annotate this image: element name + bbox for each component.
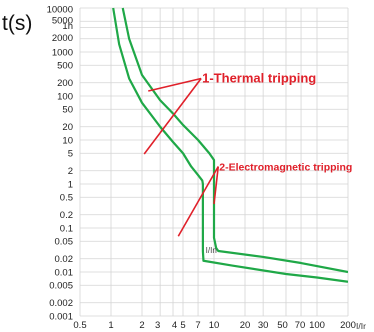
y-tick-label: 10000 (47, 4, 73, 15)
y-tick-label: 0.2 (60, 210, 73, 221)
y-tick-label: 0.002 (49, 298, 73, 309)
y-tick-label: 50 (62, 105, 73, 116)
y-tick-label: 0.02 (55, 254, 74, 265)
y-tick-label: 0.01 (55, 267, 74, 278)
curve-series (112, 7, 348, 283)
x-tick-label: 200 (340, 320, 356, 331)
y-tick-label: 100 (57, 91, 73, 102)
y-tick-label: 5 (68, 149, 73, 160)
chart-grid (79, 7, 349, 317)
y-tick-label: 0.005 (49, 281, 73, 292)
x-tick-label: 100 (309, 320, 325, 331)
annotation-leader-line (143, 78, 202, 155)
x-tick-label: 1 (108, 320, 113, 331)
annotation-leader-line (148, 77, 202, 92)
annotation-leader-line (213, 166, 220, 205)
x-tick-label: 10 (209, 320, 220, 331)
y-tick-label: 10 (62, 135, 73, 146)
y-tick-label: 0.001 (49, 311, 73, 322)
thermal-tripping-label: 1-Thermal tripping (202, 70, 316, 85)
y-tick-label: 2000 (52, 33, 73, 44)
y-tick-label: 1h (62, 21, 73, 32)
curve-series-2 (121, 7, 348, 274)
y-tick-label: 500 (57, 61, 73, 72)
x-tick-label: 3 (155, 320, 160, 331)
x-tick-label: 7 (195, 320, 200, 331)
y-tick-label: 200 (57, 78, 73, 89)
x-axis-title: I/Ir (356, 321, 366, 331)
x-tick-label: 20 (240, 320, 251, 331)
y-tick-label: 1 (68, 179, 73, 190)
annotation-leader-line (177, 166, 219, 237)
x-tick-labels: 0.5 1 2 3 4 5 7 10 20 30 50 70 100 200 (73, 320, 356, 331)
curve-label: I/In (206, 246, 217, 255)
annotations: 1-Thermal tripping 2-Electromagnetic trip… (143, 70, 352, 237)
x-tick-label: 5 (180, 320, 185, 331)
y-tick-label: 0.5 (60, 193, 73, 204)
electromagnetic-tripping-label: 2-Electromagnetic tripping (219, 161, 352, 173)
x-tick-label: 30 (258, 320, 269, 331)
x-tick-label: 0.5 (73, 320, 86, 331)
y-tick-label: 1000 (52, 47, 73, 58)
y-tick-label: 5000 (52, 16, 73, 27)
x-tick-label: 2 (139, 320, 144, 331)
x-tick-label: 50 (277, 320, 288, 331)
curve-series-1 (112, 7, 348, 283)
y-tick-label: 0.1 (60, 223, 73, 234)
y-tick-label: 20 (62, 122, 73, 133)
y-tick-label: 0.05 (55, 237, 74, 248)
y-tick-label: 2 (68, 166, 73, 177)
x-tick-label: 4 (172, 320, 177, 331)
y-axis-title: t(s) (2, 12, 32, 35)
x-tick-label: 70 (295, 320, 306, 331)
